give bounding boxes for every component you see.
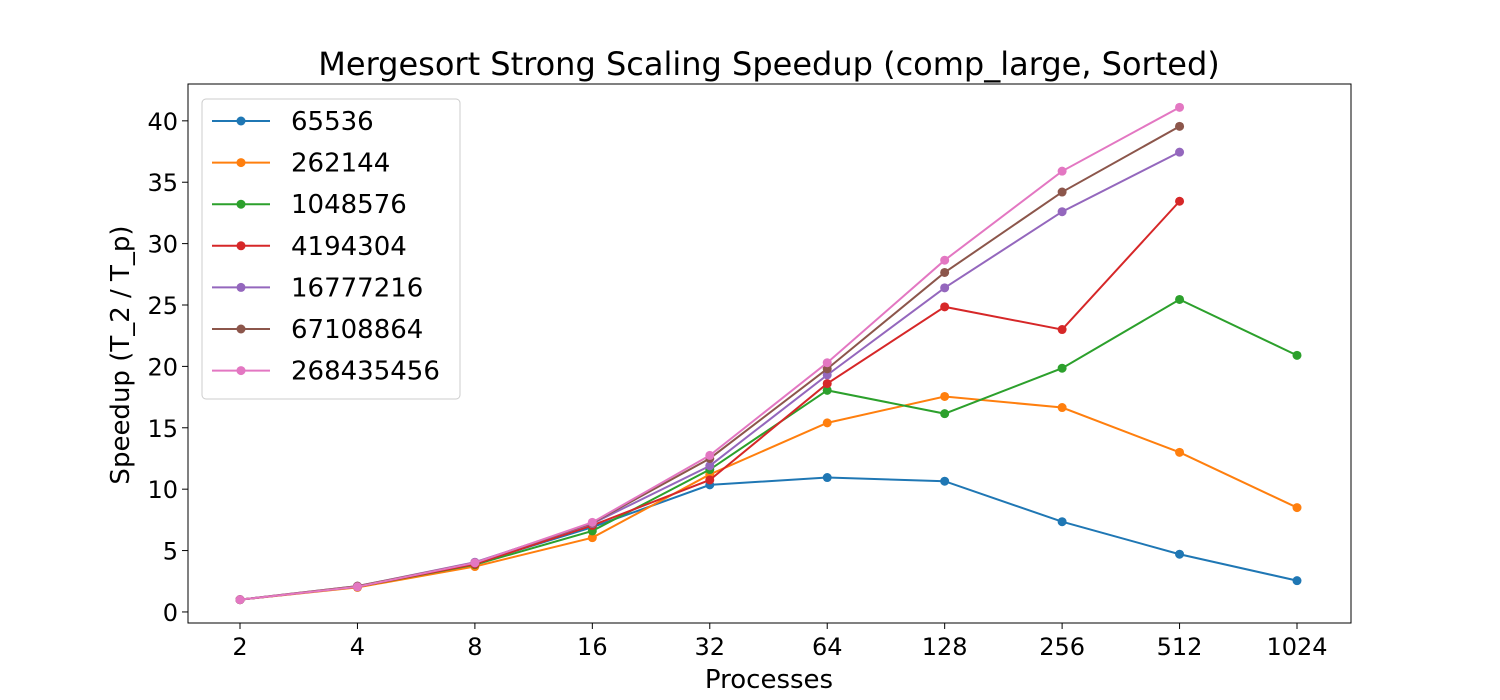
legend-marker xyxy=(236,116,246,126)
y-tick-label: 10 xyxy=(147,476,178,504)
data-point xyxy=(1175,549,1185,559)
y-tick-label: 35 xyxy=(147,169,178,197)
data-point xyxy=(1175,294,1185,304)
data-point xyxy=(940,255,950,265)
legend-item: 16777216 xyxy=(212,273,423,303)
x-tick-label: 1024 xyxy=(1266,633,1327,661)
x-tick-label: 512 xyxy=(1157,633,1203,661)
data-point xyxy=(1292,503,1302,513)
data-point xyxy=(822,418,832,428)
legend-label: 262144 xyxy=(291,149,390,179)
data-point xyxy=(1057,187,1067,197)
y-axis-label: Speedup (T_2 / T_p) xyxy=(106,225,136,484)
x-tick-label: 256 xyxy=(1039,633,1085,661)
data-point xyxy=(940,391,950,401)
legend-label: 16777216 xyxy=(291,273,423,303)
x-tick-label: 4 xyxy=(350,633,365,661)
legend-item: 1048576 xyxy=(212,190,407,220)
x-axis-label: Processes xyxy=(705,665,833,695)
data-point xyxy=(1175,121,1185,131)
y-tick-label: 25 xyxy=(147,292,178,320)
data-point xyxy=(587,533,597,543)
legend-label: 1048576 xyxy=(291,190,407,220)
legend-marker xyxy=(236,158,246,168)
legend-marker xyxy=(236,199,246,209)
plot-frame xyxy=(187,83,1352,624)
data-point xyxy=(1175,147,1185,157)
data-point xyxy=(940,283,950,293)
series-line xyxy=(239,476,1298,601)
y-tick-label: 30 xyxy=(147,231,178,259)
data-point xyxy=(940,409,950,419)
y-tick-label: 0 xyxy=(163,599,178,627)
data-point xyxy=(940,302,950,312)
legend-item: 4194304 xyxy=(212,232,407,262)
data-point xyxy=(822,385,832,395)
y-tick-label: 40 xyxy=(147,108,178,136)
data-point xyxy=(1057,403,1067,413)
x-tick-label: 32 xyxy=(695,633,726,661)
data-point xyxy=(1175,196,1185,206)
data-point xyxy=(587,517,597,527)
legend: 65536 262144 1048576 4194304 16777216 6710886… xyxy=(201,98,461,400)
data-point xyxy=(1292,350,1302,360)
data-point xyxy=(705,461,715,471)
legend-label: 268435456 xyxy=(291,357,440,387)
legend-box xyxy=(201,98,461,400)
data-point xyxy=(1057,517,1067,527)
x-tick-label: 16 xyxy=(577,633,608,661)
data-point xyxy=(822,473,832,483)
data-point xyxy=(822,379,832,389)
data-point xyxy=(1057,363,1067,373)
data-point xyxy=(1292,576,1302,586)
axes: 2 4 8 16 32 64 128 256 512 1024 0 5 10 15 20 25 30 35 40 xyxy=(147,83,1352,661)
legend-marker xyxy=(236,366,246,376)
data-point xyxy=(940,267,950,277)
legend-item: 67108864 xyxy=(212,315,423,345)
legend-item: 262144 xyxy=(212,149,390,179)
series-268435456 xyxy=(235,102,1185,605)
y-tick-label: 20 xyxy=(147,353,178,381)
chart-title: Mergesort Strong Scaling Speedup (comp_l… xyxy=(318,45,1219,83)
data-point xyxy=(352,582,362,592)
legend-label: 67108864 xyxy=(291,315,423,345)
data-point xyxy=(705,475,715,485)
legend-label: 4194304 xyxy=(291,232,407,262)
legend-marker xyxy=(236,282,246,292)
series-65536 xyxy=(235,473,1302,605)
data-point xyxy=(1057,166,1067,176)
legend-label: 65536 xyxy=(291,107,374,137)
x-tick-label: 8 xyxy=(467,633,482,661)
data-point xyxy=(940,476,950,486)
y-tick-label: 5 xyxy=(163,538,178,566)
x-tick-label: 64 xyxy=(812,633,843,661)
data-point xyxy=(822,358,832,368)
x-tick-label: 128 xyxy=(922,633,968,661)
plot-area xyxy=(235,102,1302,605)
data-point xyxy=(235,595,245,605)
x-tick-label: 2 xyxy=(232,633,247,661)
data-point xyxy=(1175,102,1185,112)
legend-item: 268435456 xyxy=(212,357,440,387)
data-point xyxy=(470,558,480,568)
y-tick-label: 15 xyxy=(147,415,178,443)
data-point xyxy=(1175,447,1185,457)
data-point xyxy=(705,450,715,460)
data-point xyxy=(1057,207,1067,217)
data-point xyxy=(1057,325,1067,335)
legend-marker xyxy=(236,241,246,251)
legend-marker xyxy=(236,324,246,334)
series-line xyxy=(239,395,1298,601)
legend-item: 65536 xyxy=(212,107,374,137)
series-262144 xyxy=(235,391,1302,605)
